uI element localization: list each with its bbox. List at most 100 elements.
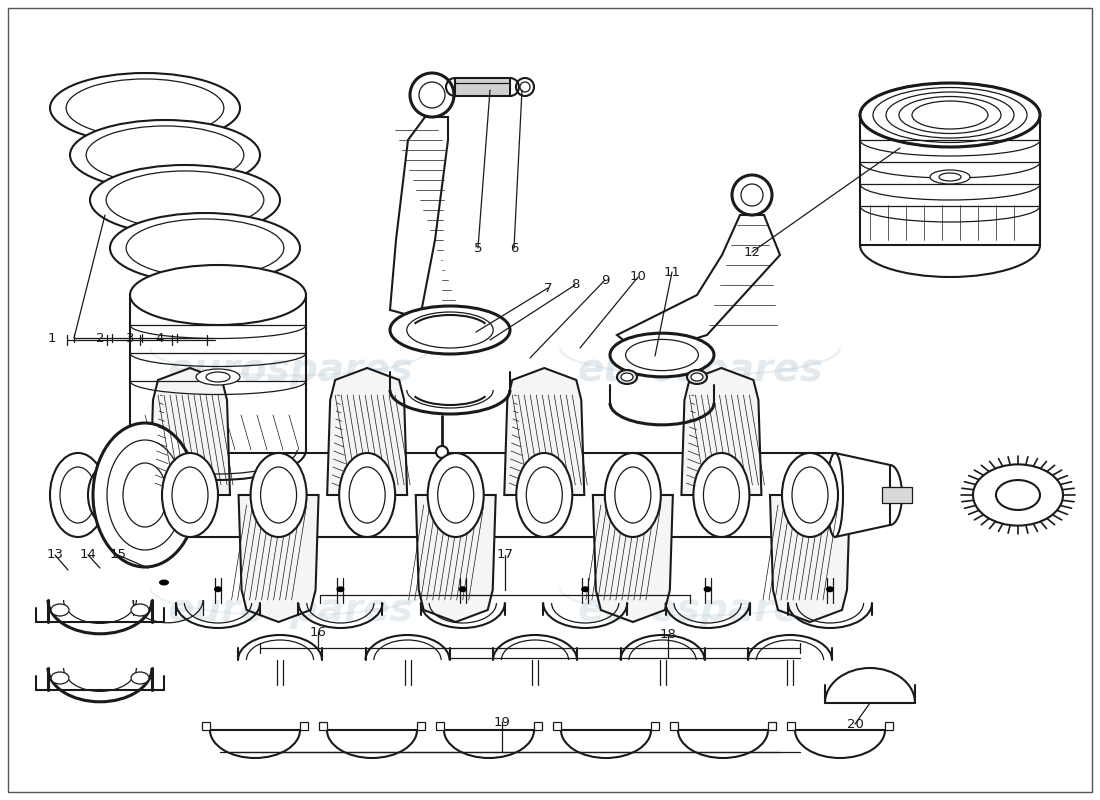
Polygon shape [390,117,448,318]
Ellipse shape [526,467,562,523]
Ellipse shape [792,467,828,523]
Ellipse shape [939,173,961,181]
Ellipse shape [617,370,637,384]
Ellipse shape [90,165,280,235]
Text: 4: 4 [156,331,164,345]
Ellipse shape [214,586,222,592]
Text: 6: 6 [509,242,518,254]
Ellipse shape [86,126,244,184]
Polygon shape [681,368,761,495]
Ellipse shape [782,453,838,537]
Ellipse shape [691,373,703,381]
Polygon shape [300,722,308,730]
Ellipse shape [337,586,344,592]
Polygon shape [436,722,444,730]
Polygon shape [202,722,210,730]
Ellipse shape [516,453,572,537]
Polygon shape [417,722,425,730]
Ellipse shape [131,672,149,684]
Ellipse shape [107,440,183,550]
Ellipse shape [206,372,230,382]
Text: eurospares: eurospares [578,351,823,389]
Ellipse shape [110,213,300,283]
Ellipse shape [126,219,284,277]
Polygon shape [239,495,319,622]
Ellipse shape [251,453,307,537]
Ellipse shape [626,339,698,370]
Ellipse shape [860,83,1040,147]
Polygon shape [504,368,584,495]
Ellipse shape [196,369,240,385]
Bar [882,487,912,503]
Text: 2: 2 [96,331,104,345]
Text: 8: 8 [571,278,580,291]
Ellipse shape [610,333,714,377]
Text: 13: 13 [46,549,64,562]
Ellipse shape [131,604,149,616]
Ellipse shape [621,373,632,381]
Ellipse shape [520,82,530,92]
Ellipse shape [974,464,1063,526]
Text: 11: 11 [663,266,681,278]
Ellipse shape [106,171,264,229]
Ellipse shape [704,586,712,592]
Ellipse shape [50,73,240,143]
Polygon shape [553,722,561,730]
Text: 18: 18 [660,629,676,642]
Ellipse shape [826,586,834,592]
Ellipse shape [996,480,1040,510]
Text: 1: 1 [47,331,56,345]
Ellipse shape [827,453,843,537]
Text: 15: 15 [110,549,126,562]
Polygon shape [593,495,673,622]
Ellipse shape [130,265,306,325]
Polygon shape [150,368,230,495]
Text: 10: 10 [629,270,647,283]
Ellipse shape [741,184,763,206]
Polygon shape [860,115,1040,245]
Text: eurospares: eurospares [167,591,412,629]
Ellipse shape [349,467,385,523]
Polygon shape [327,368,407,495]
Text: 20: 20 [847,718,864,730]
Text: 9: 9 [601,274,609,286]
Ellipse shape [51,672,69,684]
Polygon shape [617,215,780,355]
Text: 5: 5 [474,242,482,254]
Polygon shape [319,722,327,730]
Polygon shape [886,722,893,730]
Ellipse shape [438,467,474,523]
Ellipse shape [703,467,739,523]
Ellipse shape [70,120,260,190]
Ellipse shape [88,465,128,525]
Ellipse shape [459,586,466,592]
Polygon shape [835,453,890,537]
Ellipse shape [160,579,169,586]
Ellipse shape [605,453,661,537]
Ellipse shape [407,312,493,348]
Ellipse shape [162,453,218,537]
Ellipse shape [732,175,772,215]
Text: 7: 7 [543,282,552,294]
Ellipse shape [410,73,454,117]
Ellipse shape [94,423,197,567]
Ellipse shape [261,467,297,523]
Polygon shape [651,722,659,730]
Polygon shape [670,722,678,730]
Text: 12: 12 [744,246,760,258]
Polygon shape [768,722,776,730]
Ellipse shape [581,586,590,592]
Ellipse shape [436,446,448,458]
Text: eurospares: eurospares [167,351,412,389]
Text: 3: 3 [125,331,134,345]
Ellipse shape [96,477,120,513]
Ellipse shape [172,467,208,523]
Text: 19: 19 [494,715,510,729]
Ellipse shape [615,467,651,523]
Text: 16: 16 [309,626,327,638]
Ellipse shape [419,82,446,108]
Ellipse shape [930,170,970,184]
Text: 14: 14 [79,549,97,562]
Ellipse shape [428,453,484,537]
Ellipse shape [516,78,534,96]
